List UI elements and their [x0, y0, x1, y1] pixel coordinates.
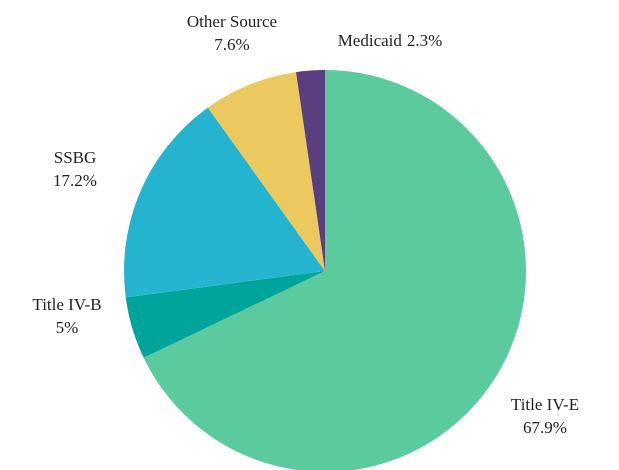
slice-label: Title IV-E 67.9%: [511, 395, 579, 437]
pie-slice: [143, 70, 526, 470]
value-label: 2.3%: [407, 31, 442, 50]
category-label: Title IV-B: [32, 295, 101, 314]
pie-slice: [207, 72, 325, 271]
pie-slice: [125, 271, 326, 358]
value-label: 7.6%: [214, 35, 249, 54]
value-label: 67.9%: [523, 418, 567, 437]
category-label: Other Source: [187, 12, 277, 31]
value-label: 17.2%: [53, 171, 97, 190]
category-label: Medicaid: [338, 31, 403, 50]
category-label: Title IV-E: [511, 395, 579, 414]
value-label: 5%: [56, 318, 79, 337]
pie-slice: [296, 70, 325, 271]
slice-label: Other Source 7.6%: [187, 12, 277, 54]
category-label: SSBG: [54, 148, 97, 167]
slice-label: Title IV-B 5%: [32, 295, 101, 337]
slice-label: Medicaid 2.3%: [338, 31, 443, 50]
pie-slice: [123, 107, 325, 298]
slice-label: SSBG 17.2%: [53, 148, 97, 190]
